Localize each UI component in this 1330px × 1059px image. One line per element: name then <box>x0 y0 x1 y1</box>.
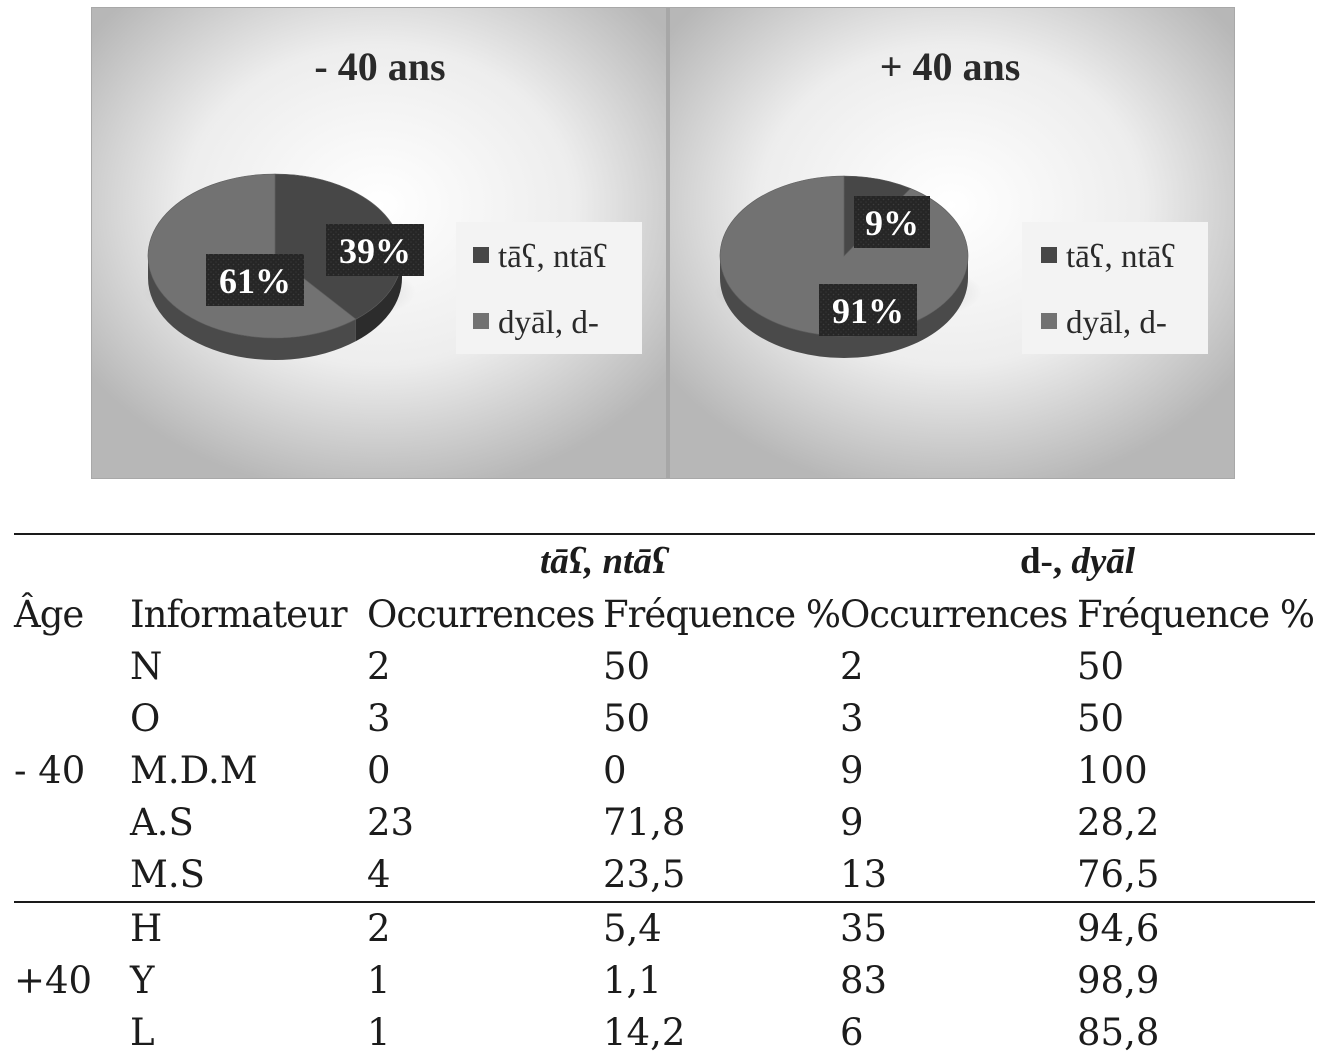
table-cell: 14,2 <box>603 1011 686 1054</box>
table-cell: 0 <box>367 749 391 792</box>
table-row: +40 H 2 5,4 35 94,6 <box>14 901 1316 1059</box>
table-cell: 98,9 <box>1077 959 1160 1002</box>
table-cell: 2 <box>367 645 391 688</box>
legend-label: tāʕ, ntāʕ <box>498 239 608 275</box>
data-label-box <box>326 224 424 276</box>
table-cell: 2 <box>367 901 603 955</box>
table-cell: M.D.M <box>130 749 258 792</box>
table-cell: 85,8 <box>1077 1011 1160 1054</box>
column-header: Occurrences <box>840 593 1068 636</box>
table-cell: 13 <box>840 853 888 896</box>
table-cell: 0 <box>603 749 627 792</box>
table-cell: L <box>130 1011 155 1054</box>
table-cell: 71,8 <box>603 801 686 844</box>
table-cell: 94,6 <box>1077 901 1316 955</box>
pie-charts: - 40 ans + 40 ans 39% 61% 9% 91% tāʕ, ntāʕ… <box>92 8 1234 478</box>
column-header: Âge <box>14 593 84 636</box>
legend-label: dyāl, d- <box>1066 305 1167 341</box>
table-cell: 3 <box>367 697 391 740</box>
table-cell: 28,2 <box>1077 801 1160 844</box>
table-cell: 76,5 <box>1077 853 1160 896</box>
legend-swatch <box>1041 247 1057 263</box>
frequency-table: tāʕ, ntāʕ d-, dyāl Âge Informateur Occur… <box>14 533 1315 1059</box>
chart-title: - 40 ans <box>314 44 445 89</box>
pie-charts-panel: - 40 ans + 40 ans 39% 61% 9% 91% tāʕ, ntāʕ… <box>91 7 1235 479</box>
table-cell: 9 <box>840 801 864 844</box>
table-cell: 100 <box>1077 749 1148 792</box>
table-cell: 50 <box>603 645 651 688</box>
pie-slice-side <box>355 256 402 342</box>
table-row: - 40 N 2 50 2 50 <box>14 641 1315 792</box>
pie-chart-over-40: 9% 91% <box>714 175 982 358</box>
column-header: Occurrences <box>367 593 595 636</box>
table-cell: 35 <box>840 901 1078 955</box>
table-cell: 3 <box>840 697 864 740</box>
legend-swatch <box>473 313 489 329</box>
table-cell: Y <box>130 959 155 1002</box>
chart-legend: tāʕ, ntāʕ dyāl, d- <box>1022 222 1208 354</box>
table-cell: 1 <box>367 959 391 1002</box>
data-label: 61% <box>219 261 291 301</box>
table-cell: 23 <box>367 801 415 844</box>
table-row: L 1 14,2 6 85,8 <box>14 1007 1315 1059</box>
table-cell: M.S <box>130 853 205 896</box>
table-cell: 23,5 <box>603 853 686 896</box>
table-row: M.S 4 23,5 13 76,5 <box>14 849 1315 902</box>
pie-slice-side <box>148 256 356 360</box>
pie-chart-under-40: 39% 61% <box>142 173 424 360</box>
table-header-row: Âge Informateur Occurrences Fréquence % … <box>14 589 1315 641</box>
data-label: 91% <box>832 291 904 331</box>
legend-swatch <box>473 247 489 263</box>
table-cell: 50 <box>1077 645 1125 688</box>
legend-label: tāʕ, ntāʕ <box>1066 239 1176 275</box>
table-cell: 1,1 <box>603 959 662 1002</box>
table-cell: H <box>130 901 367 955</box>
table-row: Y 1 1,1 83 98,9 <box>14 955 1315 1007</box>
legend-label: dyāl, d- <box>498 305 599 341</box>
data-label: 9% <box>865 203 919 243</box>
group-header-dyal: d-, dyāl <box>840 533 1316 589</box>
age-cell: +40 <box>14 901 130 1059</box>
table-row: O 3 50 3 50 <box>14 693 1315 745</box>
table-cell: 2 <box>840 645 864 688</box>
table-cell: 4 <box>367 853 391 896</box>
data-label-box <box>854 196 930 248</box>
table-cell: 1 <box>367 1011 391 1054</box>
chart-title: + 40 ans <box>880 44 1021 89</box>
table-row: M.D.M 0 0 9 100 <box>14 745 1315 797</box>
table-cell: 5,4 <box>603 901 841 955</box>
column-header: Fréquence % <box>603 593 841 636</box>
data-label-box <box>819 284 917 336</box>
table-cell: N <box>130 645 163 688</box>
column-header: Informateur <box>130 593 348 636</box>
chart-legend: tāʕ, ntāʕ dyāl, d- <box>456 222 642 354</box>
table-cell: 83 <box>840 959 888 1002</box>
table-cell: 6 <box>840 1011 864 1054</box>
table-cell: A.S <box>130 801 194 844</box>
table-cell: 50 <box>603 697 651 740</box>
column-header: Fréquence % <box>1077 593 1315 636</box>
table-cell: 50 <box>1077 697 1125 740</box>
table-cell: 9 <box>840 749 864 792</box>
table-cell: O <box>130 697 161 740</box>
table-group-header: tāʕ, ntāʕ d-, dyāl <box>14 533 1316 589</box>
table-row: A.S 23 71,8 9 28,2 <box>14 797 1315 849</box>
group-header-tac: tāʕ, ntāʕ <box>367 533 841 589</box>
chart-divider <box>666 8 670 478</box>
data-label-box <box>206 254 304 306</box>
data-label: 39% <box>339 231 411 271</box>
legend-swatch <box>1041 313 1057 329</box>
age-cell: - 40 <box>14 749 86 792</box>
